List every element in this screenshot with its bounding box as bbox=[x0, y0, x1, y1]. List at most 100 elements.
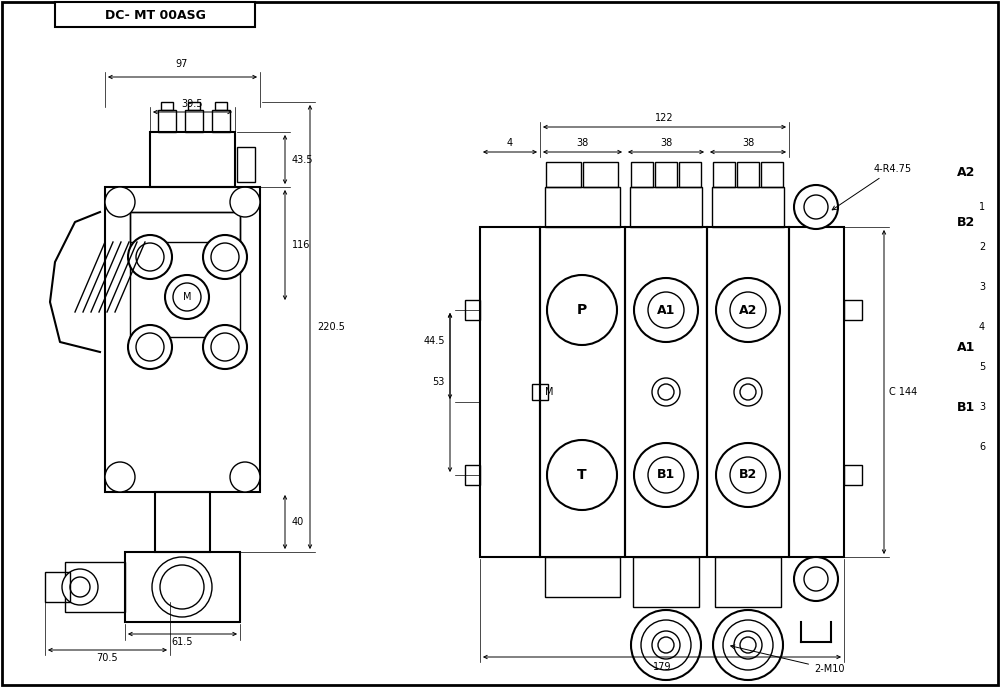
Bar bbox=[712, 187, 784, 227]
Bar bbox=[125, 552, 240, 622]
Bar bbox=[130, 212, 240, 242]
Bar bbox=[188, 102, 200, 110]
Text: 5: 5 bbox=[979, 362, 985, 372]
Circle shape bbox=[652, 631, 680, 659]
Circle shape bbox=[634, 278, 698, 342]
Text: 70.5: 70.5 bbox=[96, 653, 118, 663]
Circle shape bbox=[648, 457, 684, 493]
Bar bbox=[155, 492, 210, 552]
Circle shape bbox=[105, 187, 135, 217]
Circle shape bbox=[105, 462, 135, 492]
Bar bbox=[150, 132, 235, 187]
Text: B2: B2 bbox=[957, 216, 975, 229]
Circle shape bbox=[648, 292, 684, 328]
Text: A2: A2 bbox=[739, 304, 757, 317]
Text: 122: 122 bbox=[655, 113, 673, 123]
Bar bbox=[105, 187, 260, 492]
Text: 4: 4 bbox=[979, 322, 985, 332]
Circle shape bbox=[547, 275, 617, 345]
Bar bbox=[158, 110, 176, 132]
Text: A1: A1 bbox=[657, 304, 675, 317]
Circle shape bbox=[794, 185, 838, 229]
Circle shape bbox=[634, 443, 698, 507]
Text: B1: B1 bbox=[957, 401, 975, 414]
Bar bbox=[546, 162, 581, 187]
Circle shape bbox=[631, 610, 701, 680]
Circle shape bbox=[652, 378, 680, 406]
Bar bbox=[844, 300, 862, 320]
Text: 2-M10: 2-M10 bbox=[731, 645, 844, 674]
Bar bbox=[625, 227, 707, 557]
Circle shape bbox=[160, 565, 204, 609]
Text: C 144: C 144 bbox=[889, 387, 917, 397]
Bar bbox=[212, 110, 230, 132]
Text: 39.5: 39.5 bbox=[181, 99, 203, 109]
Bar bbox=[161, 102, 173, 110]
Bar bbox=[655, 162, 677, 187]
Circle shape bbox=[658, 637, 674, 653]
Circle shape bbox=[740, 637, 756, 653]
Bar bbox=[465, 465, 480, 485]
Text: 38: 38 bbox=[576, 138, 588, 148]
Circle shape bbox=[804, 195, 828, 219]
Text: 179: 179 bbox=[653, 662, 671, 672]
Bar bbox=[545, 187, 620, 227]
Bar bbox=[844, 465, 862, 485]
Bar bbox=[185, 110, 203, 132]
Text: T: T bbox=[577, 468, 587, 482]
Text: 6: 6 bbox=[979, 442, 985, 452]
Circle shape bbox=[794, 557, 838, 601]
Text: B1: B1 bbox=[657, 469, 675, 482]
Bar bbox=[707, 227, 789, 557]
Circle shape bbox=[740, 384, 756, 400]
Text: 44.5: 44.5 bbox=[424, 336, 445, 346]
Bar bbox=[480, 227, 540, 557]
Bar bbox=[713, 162, 735, 187]
Bar bbox=[237, 147, 255, 182]
Text: A2: A2 bbox=[957, 166, 975, 179]
Circle shape bbox=[730, 292, 766, 328]
Text: 2: 2 bbox=[979, 242, 985, 252]
Text: 116: 116 bbox=[292, 240, 310, 250]
Text: 220.5: 220.5 bbox=[317, 322, 345, 332]
Circle shape bbox=[136, 333, 164, 361]
Circle shape bbox=[230, 462, 260, 492]
Circle shape bbox=[730, 457, 766, 493]
Bar bbox=[540, 227, 625, 557]
Text: 53: 53 bbox=[433, 377, 445, 387]
Bar bbox=[715, 557, 781, 607]
Text: 4-R4.75: 4-R4.75 bbox=[832, 164, 912, 210]
Text: M: M bbox=[183, 292, 191, 302]
Text: 40: 40 bbox=[292, 517, 304, 527]
Circle shape bbox=[128, 325, 172, 369]
Bar bbox=[465, 300, 480, 320]
Bar bbox=[583, 162, 618, 187]
Text: 97: 97 bbox=[176, 59, 188, 69]
Circle shape bbox=[716, 278, 780, 342]
Text: P: P bbox=[577, 303, 587, 317]
Text: 43.5: 43.5 bbox=[292, 155, 314, 165]
Circle shape bbox=[173, 283, 201, 311]
Bar bbox=[45, 572, 70, 602]
Text: 1: 1 bbox=[979, 202, 985, 212]
Circle shape bbox=[62, 569, 98, 605]
Circle shape bbox=[641, 620, 691, 670]
Circle shape bbox=[658, 384, 674, 400]
Circle shape bbox=[128, 235, 172, 279]
Bar bbox=[215, 102, 227, 110]
Bar bbox=[633, 557, 699, 607]
Text: 3: 3 bbox=[979, 282, 985, 292]
Text: 38: 38 bbox=[660, 138, 672, 148]
Circle shape bbox=[734, 378, 762, 406]
Circle shape bbox=[230, 187, 260, 217]
Text: B2: B2 bbox=[739, 469, 757, 482]
Circle shape bbox=[165, 275, 209, 319]
Text: A1: A1 bbox=[957, 341, 975, 354]
Circle shape bbox=[723, 620, 773, 670]
Text: 38: 38 bbox=[742, 138, 754, 148]
Circle shape bbox=[136, 243, 164, 271]
Text: 3: 3 bbox=[979, 402, 985, 412]
Bar bbox=[679, 162, 701, 187]
Bar bbox=[65, 562, 125, 612]
Bar bbox=[789, 227, 844, 557]
